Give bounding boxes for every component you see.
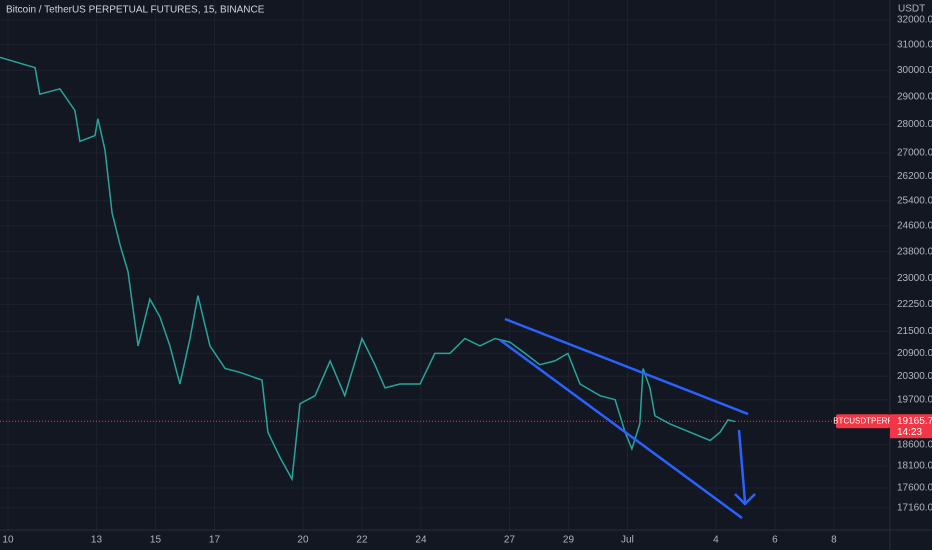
x-tick-label: 22	[356, 535, 368, 546]
x-tick-label: 8	[831, 535, 837, 546]
trend-line	[504, 317, 749, 416]
y-tick-label: 30000.0	[897, 65, 932, 76]
y-tick-label: 25400.0	[897, 195, 932, 206]
y-tick-label: 18100.0	[897, 461, 932, 472]
trend-line	[499, 338, 743, 520]
symbol-tag-box	[836, 414, 890, 429]
labels: 32000.0 31000.0 30000.0 29000.0 28000.0 27000…	[2, 14, 932, 546]
arrow-head	[734, 493, 756, 506]
last-price-label: 19165.7	[897, 416, 932, 427]
y-tick-label: 22250.0	[897, 299, 932, 310]
y-tick-label: 20300.0	[897, 371, 932, 382]
x-tick-label: Jul	[621, 535, 634, 546]
x-tick-label: 13	[91, 535, 103, 546]
price-line	[0, 56, 735, 482]
y-tick-label: 23800.0	[897, 246, 932, 257]
y-tick-label: 20900.0	[897, 348, 932, 359]
countdown: 14:23	[897, 427, 922, 438]
y-tick-label: 29000.0	[897, 92, 932, 103]
x-tick-label: 27	[504, 535, 516, 546]
y-tick-label: 28000.0	[897, 119, 932, 130]
axis-unit: USDT	[898, 4, 925, 15]
y-tick-label: 27000.0	[897, 147, 932, 158]
y-tick-label: 17600.0	[897, 483, 932, 494]
chart-title: Bitcoin / TetherUS PERPETUAL FUTURES, 15…	[6, 5, 265, 16]
x-tick-label: 20	[297, 535, 309, 546]
x-tick-label: 15	[150, 535, 162, 546]
x-tick-label: 10	[2, 535, 14, 546]
x-tick-label: 4	[713, 535, 719, 546]
y-tick-label: 17160.0	[897, 502, 932, 513]
x-tick-label: 29	[563, 535, 575, 546]
x-tick-label: 6	[772, 535, 778, 546]
marks	[0, 56, 890, 482]
y-tick-label: 21500.0	[897, 326, 932, 337]
symbol-tag: BTCUSDTPERP	[833, 416, 893, 425]
y-tick-label: 32000.0	[897, 14, 932, 25]
y-tick-label: 31000.0	[897, 39, 932, 50]
y-tick-label: 18600.0	[897, 439, 932, 450]
x-tick-label: 24	[415, 535, 427, 546]
y-tick-label: 26200.0	[897, 171, 932, 182]
last-price-box	[890, 414, 932, 439]
y-tick-label: 19700.0	[897, 394, 932, 405]
y-tick-label: 23000.0	[897, 273, 932, 284]
y-tick-label: 24600.0	[897, 220, 932, 231]
arrow	[737, 429, 747, 503]
x-tick-label: 17	[209, 535, 221, 546]
